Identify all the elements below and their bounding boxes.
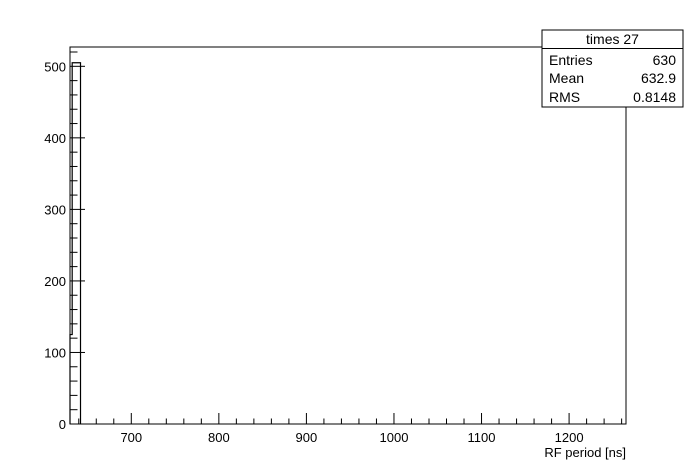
stats-mean-label: Mean bbox=[549, 70, 584, 86]
x-tick-label: 1000 bbox=[380, 430, 409, 445]
stats-title: times 27 bbox=[586, 31, 639, 47]
y-tick-label: 500 bbox=[44, 59, 66, 74]
y-tick-label: 200 bbox=[44, 274, 66, 289]
stats-box-frame bbox=[541, 29, 684, 108]
x-axis-ticks: 700 800 900 1000 1100 1200 bbox=[78, 413, 623, 445]
plot-frame bbox=[69, 46, 627, 425]
histogram-outline bbox=[69, 62, 82, 424]
x-tick-label: 700 bbox=[120, 430, 142, 445]
x-tick-label: 1200 bbox=[555, 430, 584, 445]
y-axis-ticks: 0 100 200 300 400 500 bbox=[44, 51, 85, 432]
x-tick-label: 1100 bbox=[468, 430, 496, 445]
x-axis-label: RF period [ns] bbox=[544, 445, 626, 460]
stats-entries-value: 630 bbox=[653, 52, 677, 68]
stats-rms-label: RMS bbox=[549, 89, 580, 105]
y-tick-label: 0 bbox=[59, 417, 66, 432]
y-tick-label: 400 bbox=[44, 131, 66, 146]
stats-entries-label: Entries bbox=[549, 52, 593, 68]
y-tick-label: 100 bbox=[44, 345, 66, 360]
histogram-bin-1 bbox=[72, 63, 80, 424]
x-tick-label: 800 bbox=[208, 430, 230, 445]
histogram-bars bbox=[69, 62, 82, 424]
stats-rms-value: 0.8148 bbox=[633, 89, 676, 105]
y-tick-label: 300 bbox=[44, 202, 66, 217]
stats-box: times 27 Entries 630 Mean 632.9 RMS 0.81… bbox=[541, 29, 684, 108]
x-tick-label: 900 bbox=[296, 430, 318, 445]
stats-mean-value: 632.9 bbox=[641, 70, 676, 86]
